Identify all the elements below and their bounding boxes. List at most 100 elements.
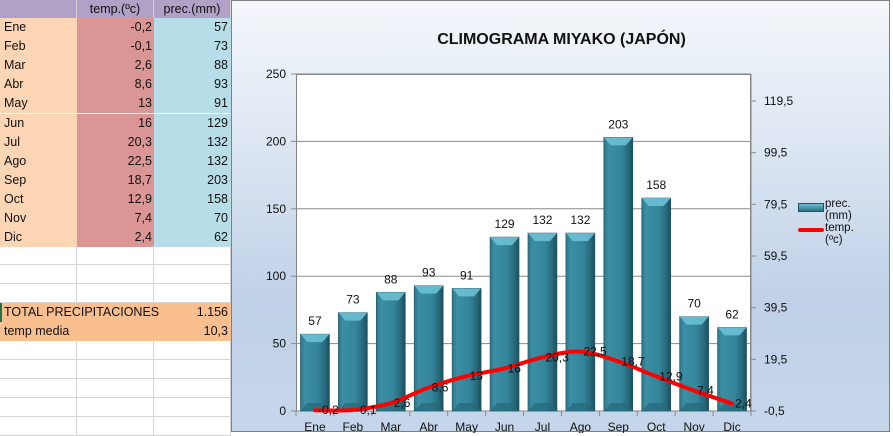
bar-bevel-top	[641, 198, 671, 207]
temp-cell[interactable]: 18,7	[77, 170, 154, 190]
month-cell[interactable]: Dic	[0, 228, 77, 248]
prec-cell[interactable]: 93	[154, 75, 231, 95]
total-value[interactable]: 1.156	[196, 305, 228, 319]
prec-cell[interactable]: 73	[154, 37, 231, 57]
header-cell-temp[interactable]: temp.(ºc)	[77, 0, 154, 19]
temp-cell[interactable]: 13	[77, 94, 154, 114]
cell[interactable]	[77, 265, 154, 284]
cell[interactable]	[0, 417, 77, 436]
bar-data-label: 70	[687, 297, 701, 311]
temp-cell[interactable]: 20,3	[77, 132, 154, 152]
cell[interactable]	[154, 360, 231, 379]
x-axis-label: Ago	[570, 420, 592, 433]
temp-cell[interactable]: 16	[77, 113, 154, 133]
table-row: May 13 91	[0, 94, 231, 114]
temp-cell[interactable]: 8,6	[77, 75, 154, 95]
bar-data-label: 88	[384, 272, 398, 286]
prec-cell[interactable]: 62	[154, 228, 231, 248]
climogram-chart[interactable]: CLIMOGRAMA MIYAKO (JAPÓN) 0 50 100 150 200 25…	[231, 0, 890, 433]
x-axis-label: Jul	[535, 420, 550, 433]
plot-area[interactable]	[296, 74, 751, 411]
prec-cell[interactable]: 132	[154, 132, 231, 152]
month-cell[interactable]: Jul	[0, 132, 77, 152]
spreadsheet: temp.(ºc) prec.(mm) Ene -0,2 57 Feb -0,1 73 Ma…	[0, 0, 231, 436]
prec-cell[interactable]: 88	[154, 56, 231, 76]
month-cell[interactable]: Sep	[0, 170, 77, 190]
y-axis-label: 150	[266, 202, 286, 216]
cell[interactable]	[0, 246, 77, 265]
y-axis-label: 100	[266, 269, 286, 283]
table-row: Dic 2,4 62	[0, 228, 231, 248]
prec-cell[interactable]: 203	[154, 170, 231, 190]
header-cell-prec[interactable]: prec.(mm)	[154, 0, 231, 19]
cell[interactable]	[154, 379, 231, 398]
month-cell[interactable]: Jun	[0, 113, 77, 133]
cell[interactable]	[77, 360, 154, 379]
prec-cell[interactable]: 129	[154, 113, 231, 133]
cell[interactable]	[0, 265, 77, 284]
temp-cell[interactable]: -0,1	[77, 37, 154, 57]
temp-cell[interactable]: 7,4	[77, 209, 154, 228]
month-cell[interactable]: Feb	[0, 37, 77, 57]
secondary-y-label: 39,5	[764, 301, 788, 315]
temp-cell[interactable]: 2,4	[77, 228, 154, 248]
bar-data-label: 158	[646, 178, 666, 192]
header-cell-a[interactable]	[0, 0, 77, 19]
cell[interactable]	[0, 398, 77, 417]
precip-bar	[338, 312, 368, 412]
line-data-label: 7,4	[697, 384, 714, 398]
line-data-label: 2,4	[735, 397, 752, 411]
month-cell[interactable]: Mar	[0, 56, 77, 76]
prec-cell[interactable]: 91	[154, 94, 231, 114]
cell[interactable]	[154, 417, 231, 436]
mean-value[interactable]: 10,3	[203, 324, 228, 338]
month-cell[interactable]: Ago	[0, 151, 77, 171]
cell[interactable]	[0, 360, 77, 379]
cell[interactable]	[77, 398, 154, 417]
line-data-label: -0,2	[318, 403, 339, 417]
prec-cell[interactable]: 57	[154, 18, 231, 37]
temp-cell[interactable]: 22,5	[77, 151, 154, 171]
bar-bevel-bottom	[641, 403, 671, 411]
bar-data-label: 132	[570, 213, 590, 227]
cell[interactable]	[154, 246, 231, 265]
month-cell[interactable]: Nov	[0, 209, 77, 228]
chart-title[interactable]: CLIMOGRAMA MIYAKO (JAPÓN)	[437, 31, 686, 48]
cell[interactable]	[77, 379, 154, 398]
temp-cell[interactable]: 2,6	[77, 56, 154, 76]
line-data-label: 13	[470, 369, 484, 383]
cell[interactable]	[0, 284, 77, 303]
temperature-line	[312, 349, 735, 413]
cell[interactable]	[0, 379, 77, 398]
bar-bevel-top	[565, 233, 595, 242]
cell[interactable]	[154, 341, 231, 360]
prec-cell[interactable]: 158	[154, 189, 231, 209]
cell[interactable]	[77, 341, 154, 360]
bar-bevel-top	[603, 137, 633, 146]
x-axis-label: Dic	[723, 420, 740, 433]
cell[interactable]	[0, 341, 77, 360]
bar-data-label: 129	[495, 217, 515, 231]
bar-bevel-bottom	[414, 403, 444, 411]
prec-cell[interactable]: 70	[154, 209, 231, 228]
precip-bar	[565, 232, 596, 412]
bar-bevel-bottom	[565, 403, 595, 411]
cell[interactable]	[77, 417, 154, 436]
chart-graphics: 0 50 100 150 200 250 -0,5 19,5 39,5 59,5 79,5 99,5 1…	[266, 67, 793, 433]
month-cell[interactable]: Oct	[0, 189, 77, 209]
table-row: Sep 18,7 203	[0, 170, 231, 190]
cell[interactable]	[77, 284, 154, 303]
total-label[interactable]: TOTAL PRECIPITACIONES	[4, 305, 160, 319]
cell[interactable]	[154, 284, 231, 303]
cell[interactable]	[77, 246, 154, 265]
mean-label[interactable]: temp media	[4, 324, 70, 338]
month-cell[interactable]: Ene	[0, 18, 77, 37]
cell[interactable]	[154, 398, 231, 417]
prec-cell[interactable]: 132	[154, 151, 231, 171]
month-cell[interactable]: May	[0, 94, 77, 114]
temp-cell[interactable]: 12,9	[77, 189, 154, 209]
month-cell[interactable]: Abr	[0, 75, 77, 95]
temp-cell[interactable]: -0,2	[77, 18, 154, 37]
cell[interactable]	[154, 265, 231, 284]
bar-bevel-top	[414, 285, 444, 294]
